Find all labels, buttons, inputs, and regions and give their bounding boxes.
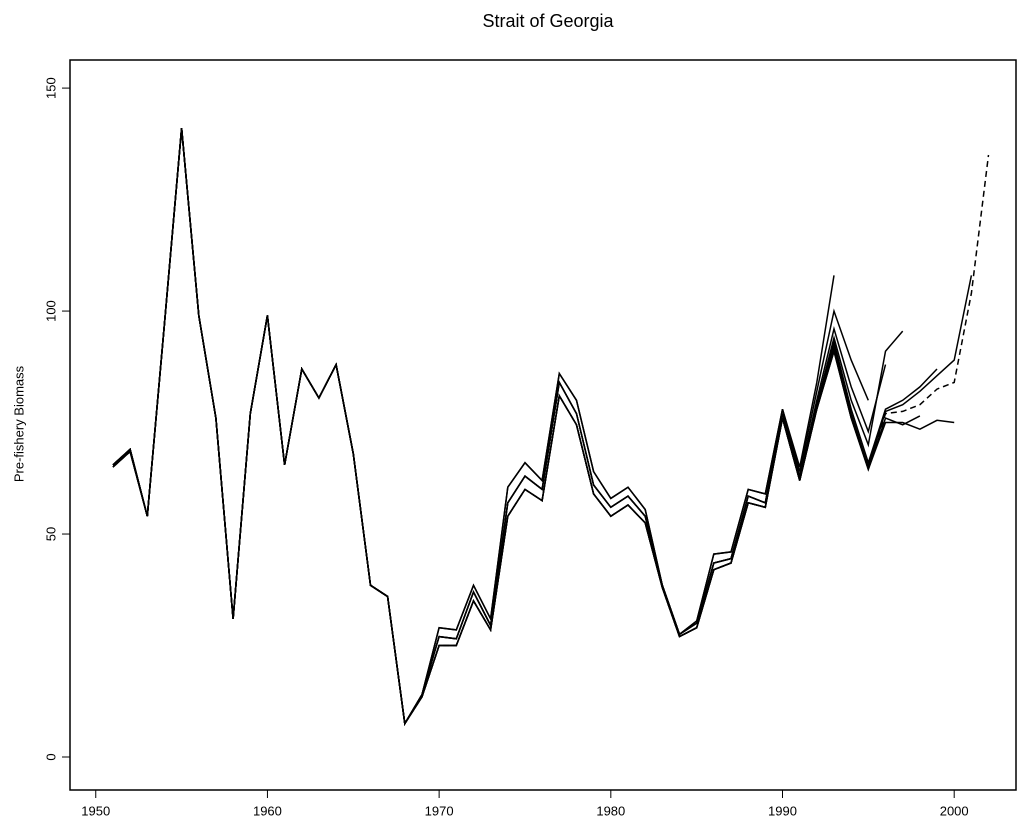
x-tick-label: 2000	[940, 803, 969, 818]
series-line	[112, 128, 955, 726]
y-tick-label: 150	[43, 77, 58, 99]
x-tick-label: 1980	[596, 803, 625, 818]
plot-frame	[69, 59, 1017, 791]
y-tick-label: 100	[43, 300, 58, 322]
series-line	[112, 128, 869, 726]
series-line	[112, 128, 835, 726]
x-tick-label: 1960	[253, 803, 282, 818]
series-line	[112, 128, 887, 726]
y-tick-label: 0	[43, 753, 58, 760]
x-tick-label: 1950	[81, 803, 110, 818]
y-axis-label: Pre-fishery Biomass	[11, 365, 26, 482]
series-line	[112, 128, 990, 726]
x-tick-label: 1970	[425, 803, 454, 818]
x-tick-label: 1990	[768, 803, 797, 818]
series-line	[112, 128, 921, 726]
series-line	[112, 128, 973, 726]
y-tick-label: 50	[43, 527, 58, 541]
chart-title: Strait of Georgia	[482, 11, 614, 31]
